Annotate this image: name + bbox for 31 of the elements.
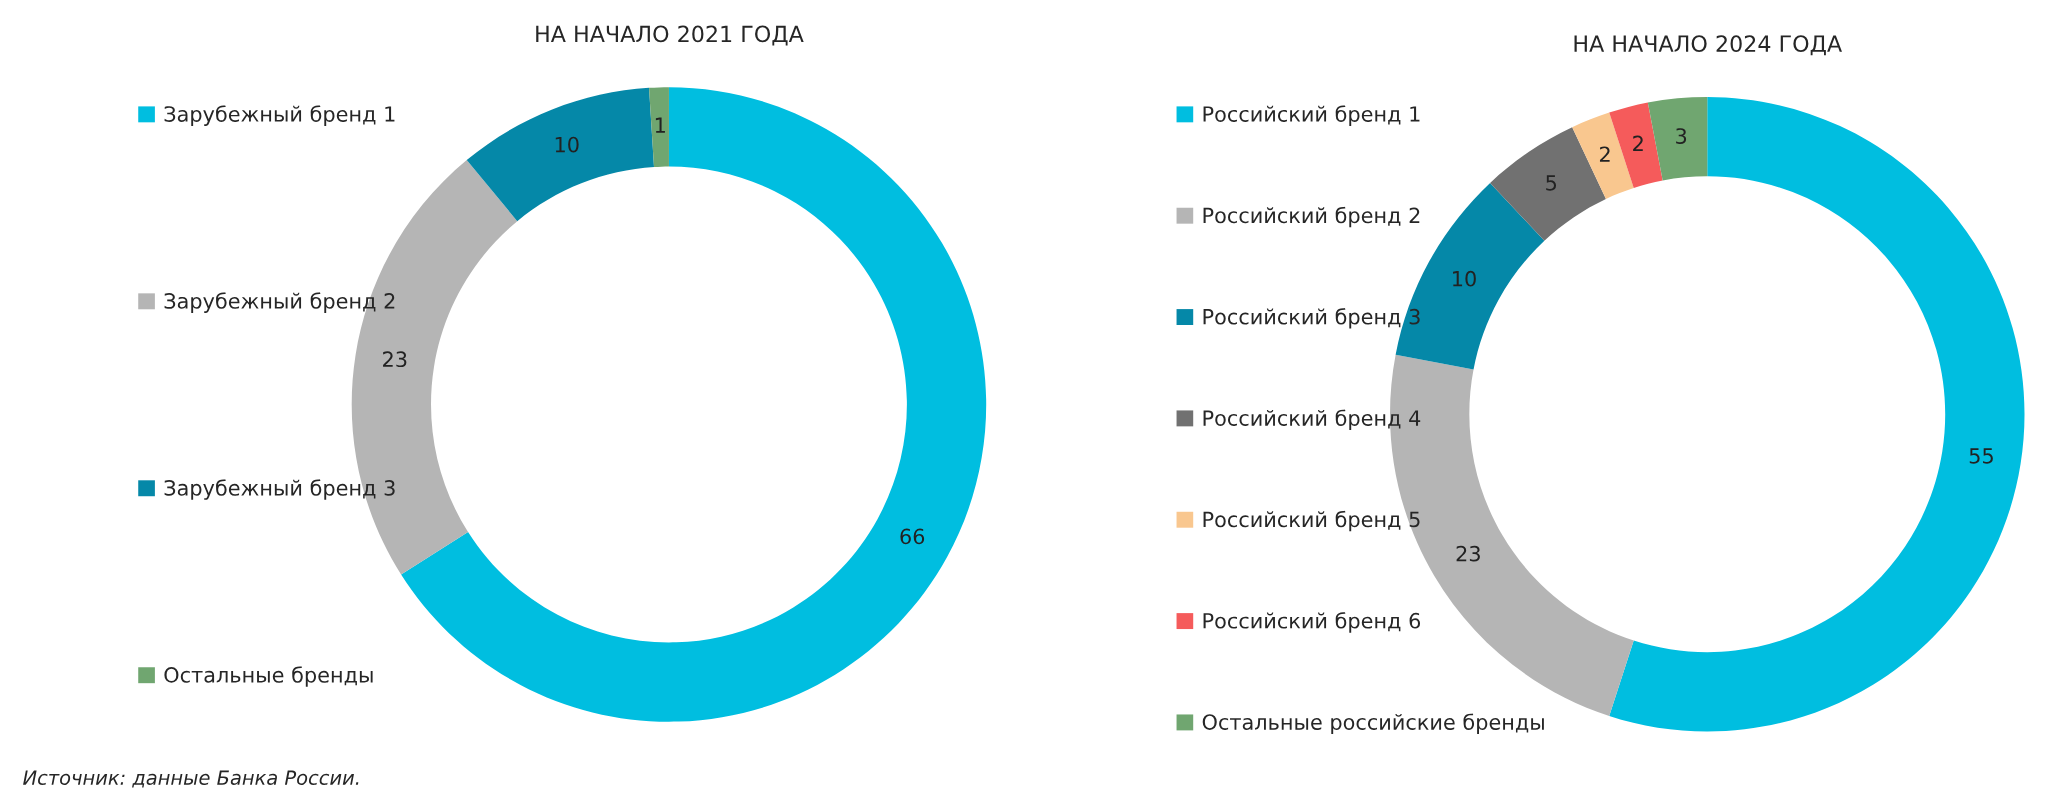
donut-slice <box>1609 96 2025 732</box>
donut-slice <box>649 87 669 168</box>
data-label: 10 <box>1453 270 1476 287</box>
donut-slice <box>1647 96 1708 181</box>
data-label: 55 <box>1969 448 1993 464</box>
data-label: 2 <box>1599 146 1610 162</box>
legend-label: Российский бренд 2 <box>1203 206 1420 228</box>
legend-label: Остальные бренды <box>164 666 373 687</box>
chart-title: НА НАЧАЛО 2024 ГОДА <box>1574 35 1842 56</box>
legend-label: Российский бренд 4 <box>1203 409 1421 430</box>
data-label: 23 <box>1456 545 1480 562</box>
text: Источник: данные Банка России. <box>23 770 359 788</box>
data-label: 66 <box>900 528 925 545</box>
legend-label: Зарубежный бренд 1 <box>164 105 395 126</box>
data-label: 1 <box>655 117 665 133</box>
chart-title: НА НАЧАЛО 2021 ГОДА <box>536 25 804 46</box>
data-label: 3 <box>1676 128 1687 144</box>
legend-label: Российский бренд 6 <box>1203 612 1421 633</box>
legend-label: Российский бренд 5 <box>1203 510 1420 532</box>
legend-label: Российский бренд 1 <box>1203 105 1420 126</box>
data-label: 2 <box>1633 135 1643 152</box>
donut-slice <box>1609 102 1663 188</box>
donut-slice <box>466 87 655 222</box>
legend-label: Зарубежный бренд 2 <box>164 292 395 313</box>
legend-label: Остальные российские бренды <box>1202 713 1544 734</box>
donut-slice <box>1572 112 1634 199</box>
data-label: 10 <box>555 136 579 153</box>
data-label: 5 <box>1546 175 1557 191</box>
legend-label: Зарубежный бренд 3 <box>164 479 395 500</box>
legend-label: Российский бренд 3 <box>1203 308 1420 329</box>
data-label: 23 <box>383 351 407 368</box>
